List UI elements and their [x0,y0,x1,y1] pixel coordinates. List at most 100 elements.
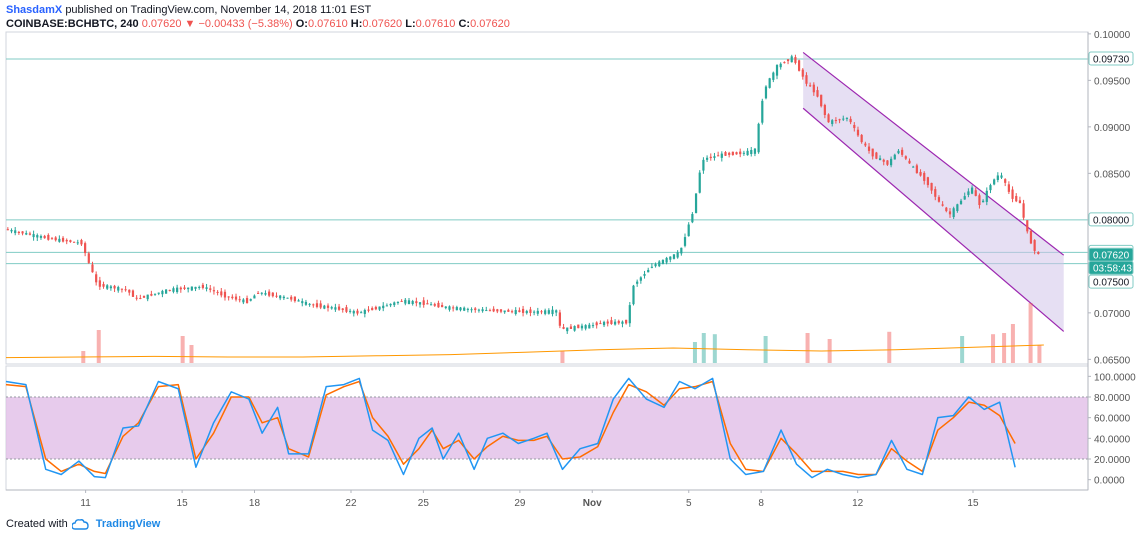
channel-upper-line [802,51,1065,256]
candle-body [135,297,138,299]
candle-body [43,235,46,239]
candle-body [382,305,385,309]
candle-body [341,308,344,310]
candle-body [470,309,473,311]
candle-body [694,193,698,213]
volume-bar [560,351,565,363]
volume-bar [701,333,706,363]
price-pane[interactable] [5,31,1089,365]
candle-body [297,300,300,302]
candle-body [411,301,414,304]
candle-body [179,287,182,290]
candle-body [319,303,322,308]
candle-body [499,309,503,312]
price-label-box [1088,274,1134,289]
candle-body [201,284,204,288]
candle-body [654,264,657,267]
candle-body [385,305,389,307]
candle-body [153,293,157,295]
candle-body [923,172,926,181]
candle-body [117,287,120,291]
candle-body [996,175,999,180]
candle-body [47,234,50,240]
author-name[interactable]: ShasdamX [6,4,63,16]
candle-body [510,311,514,313]
candle-body [628,305,631,324]
time-tick-label: 15 [967,498,979,509]
channel-lower-line [802,107,1065,332]
candle-body [871,148,874,157]
stochastic-pane[interactable] [5,365,1089,491]
price-label: 0.07500 [1093,278,1130,289]
candle-body [636,281,639,284]
candle-body [717,155,720,157]
candle-body [352,311,355,314]
stoch-tick-label: 80.0000 [1094,393,1131,404]
candle-body [455,307,458,311]
candle-body [521,308,525,313]
candle-body [974,190,977,196]
created-with-text: Created with [6,518,68,530]
candle-body [374,306,377,310]
candle-body [625,319,628,324]
candle-body [142,296,146,298]
symbol-label: COINBASE:BCHBTC, 240 [6,18,139,30]
candle-body [963,196,966,200]
candle-body [120,288,124,290]
candle-body [639,277,642,281]
candle-body [683,237,687,246]
candle-body [131,290,135,297]
candle-body [838,119,841,121]
candle-body [260,292,263,294]
candle-body [1033,240,1036,251]
publish-info: ShasdamX published on TradingView.com, N… [6,4,371,16]
candle-body [360,312,363,314]
candle-body [676,252,679,258]
candle-body [599,323,602,325]
candle-body [1026,220,1029,232]
candle-body [61,237,65,242]
candle-body [168,289,171,291]
candle-body [948,211,952,215]
price-label-box [1088,260,1134,275]
candle-body [286,297,289,299]
candle-body [404,299,407,304]
candle-body [632,285,635,305]
candle-body [1011,189,1014,199]
candle-body [275,295,278,297]
candle-body [367,309,370,311]
candle-body [36,235,39,238]
candle-body [1007,184,1010,192]
candle-body [993,179,996,185]
candle-body [1004,179,1007,183]
volume-bar [1010,324,1015,363]
volume-bar [1028,303,1033,363]
candle-body [816,90,819,97]
candle-body [967,191,970,195]
candle-body [886,160,889,165]
time-tick-label: 15 [177,498,189,509]
stoch-tick-label: 60.0000 [1094,414,1131,425]
stoch-k-line [5,377,1016,479]
candle-body [279,295,282,299]
tradingview-brand[interactable]: TradingView [95,518,161,530]
candle-body [904,156,907,159]
candle-body [698,172,701,193]
candle-body [956,204,959,212]
price-label: 0.08000 [1093,215,1130,226]
candle-body [562,327,565,329]
candle-body [21,231,24,234]
candle-body [809,85,812,87]
candle-body [775,65,779,76]
candle-body [190,286,193,291]
stoch-tick-label: 100.0000 [1094,372,1136,383]
price-label: 0.09730 [1093,54,1130,65]
price-tick-label: 0.08500 [1094,169,1131,180]
candle-body [503,310,506,313]
candle-body [422,300,425,305]
candle-body [227,296,230,298]
candle-body [790,56,793,63]
candle-body [187,287,190,290]
candle-body [680,247,683,254]
